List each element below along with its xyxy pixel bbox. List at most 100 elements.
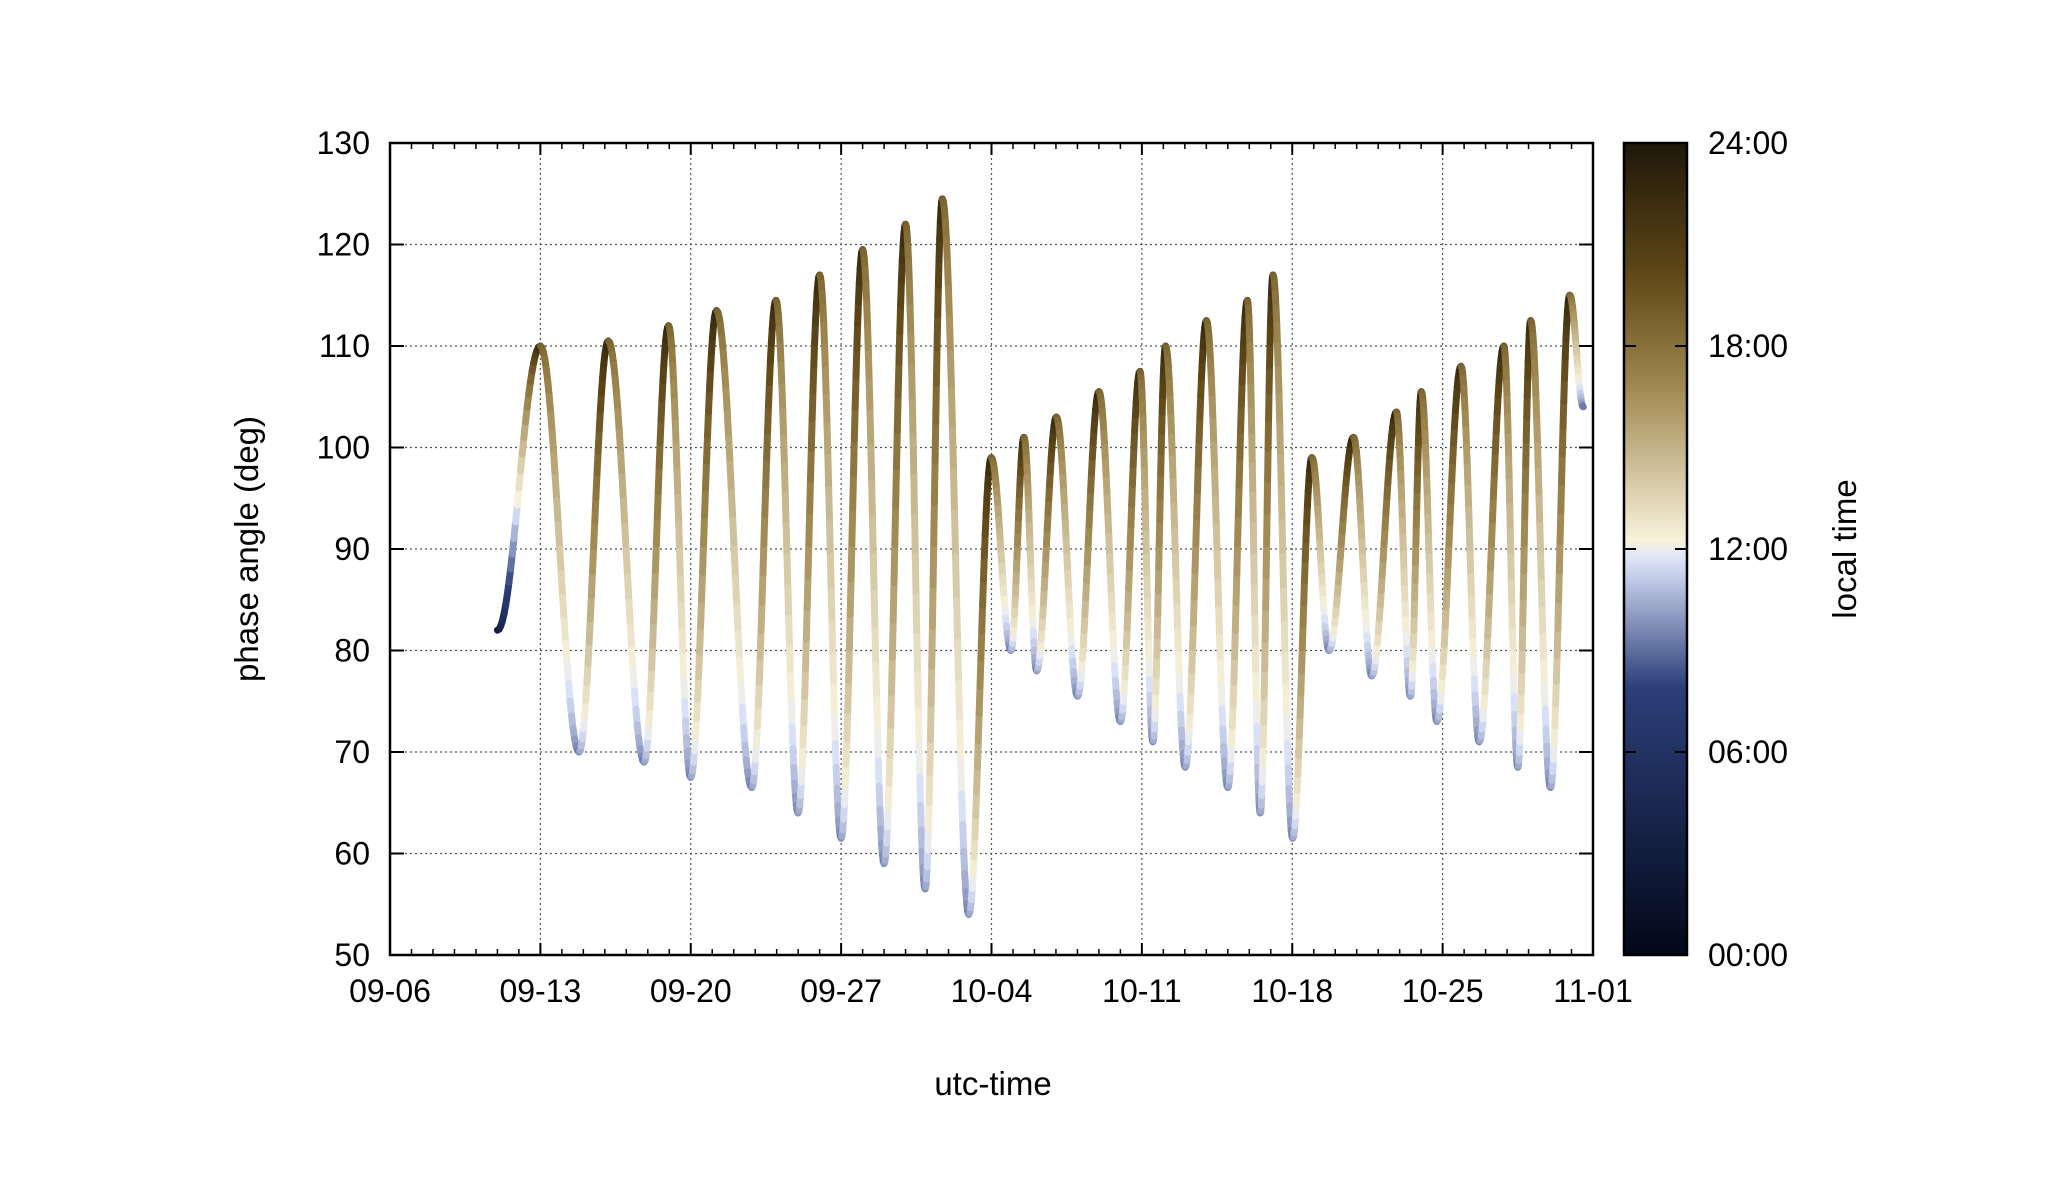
curve-segment (765, 378, 773, 410)
curve-segment (1487, 540, 1496, 572)
curve-segment (804, 540, 813, 580)
colorbar-tick-label: 00:00 (1708, 937, 1788, 973)
curve-segment (873, 727, 882, 764)
curve-segment (619, 497, 629, 530)
curve-segment (1505, 478, 1514, 510)
curve-segment (1539, 633, 1548, 667)
curve-segment (1558, 423, 1567, 458)
y-tick-label: 120 (317, 227, 370, 263)
curve-segment (1540, 683, 1549, 713)
curve-segment (1126, 521, 1135, 550)
curve-segment (912, 593, 921, 640)
curve-segment (979, 552, 988, 584)
curve-segment (1211, 467, 1219, 502)
curve-segment (1507, 553, 1515, 586)
curve-segment (932, 344, 941, 388)
curve-segment (916, 773, 925, 809)
curve-segment (702, 457, 711, 492)
curve-segment (1190, 567, 1199, 601)
curve-segment (695, 648, 704, 681)
curve-segment (617, 450, 626, 481)
curve-segment (846, 575, 855, 618)
curve-segment (1490, 448, 1499, 478)
curve-segment (808, 387, 817, 423)
curve-segment (852, 345, 861, 381)
curve-segment (1194, 436, 1203, 469)
curve-segment (975, 682, 984, 718)
curve-segment (825, 485, 834, 527)
curve-segment (977, 627, 986, 662)
curve-segment (866, 410, 875, 452)
curve-segment (908, 398, 917, 443)
curve-segment (654, 463, 663, 496)
curve-segment (889, 578, 898, 624)
curve-segment (1210, 442, 1219, 475)
curve-segment (810, 339, 819, 370)
curve-segment (933, 311, 942, 352)
curve-segment (1230, 653, 1239, 686)
curve-segment (949, 426, 958, 475)
curve-segment (1280, 587, 1288, 628)
curve-segment (1171, 527, 1179, 561)
curve-segment (1467, 573, 1475, 603)
curve-segment (885, 752, 894, 787)
curve-segment (805, 508, 814, 548)
curve-segment (845, 644, 853, 685)
curve-segment (831, 739, 840, 771)
x-tick-label: 10-25 (1402, 973, 1484, 1009)
curve-segment (1208, 395, 1217, 425)
curve-segment (779, 407, 788, 442)
curve-segment (826, 519, 834, 561)
curve-segment (869, 516, 877, 561)
curve-segment (699, 540, 708, 576)
curve-segment (930, 457, 939, 506)
curve-segment (896, 301, 905, 336)
curve-segment (875, 782, 884, 813)
curve-segment (1446, 497, 1455, 527)
curve-segment (1489, 470, 1498, 501)
curve-segment (551, 473, 561, 504)
curve-segment (917, 801, 925, 834)
curve-segment (1558, 450, 1566, 486)
curve-segment (1551, 701, 1560, 730)
curve-segment (650, 592, 658, 625)
curve-segment (931, 418, 940, 465)
curve-segment (1532, 395, 1541, 425)
curve-segment (1552, 652, 1561, 685)
curve-segment (891, 501, 900, 548)
curve-segment (1554, 596, 1563, 633)
curve-segment (980, 531, 989, 560)
curve-segment (783, 553, 792, 592)
curve-segment (911, 513, 919, 561)
curve-segment (562, 639, 571, 668)
curve-segment (821, 366, 830, 401)
curve-segment (1189, 619, 1197, 652)
curve-segment (673, 467, 682, 501)
curve-segment (848, 504, 857, 548)
curve-segment (1506, 502, 1514, 535)
curve-segment (928, 623, 936, 670)
colorbar-title: local time (1826, 479, 1863, 618)
curve-segment (1296, 690, 1305, 719)
curve-segment (957, 756, 966, 798)
curve-segment (849, 469, 858, 512)
curve-segment (1171, 553, 1180, 586)
curve-segment (1216, 633, 1224, 667)
curve-segment (959, 820, 968, 855)
curve-segment (1506, 527, 1515, 561)
curve-segment (869, 553, 878, 598)
curve-segment (915, 741, 924, 781)
y-tick-label: 110 (319, 328, 370, 364)
curve-segment (908, 364, 916, 406)
curve-segment (942, 236, 951, 266)
curve-segment (726, 460, 735, 496)
curve-segment (950, 467, 959, 517)
curve-segment (1211, 494, 1220, 530)
curve-segment (703, 431, 712, 465)
x-tick-labels: 09-06 09-13 09-20 09-27 10-04 10-11 10-18 10-25… (349, 973, 1633, 1009)
curve-segment (700, 512, 709, 548)
curve-segment (806, 445, 815, 484)
curve-segment (829, 652, 838, 692)
curve-segment (650, 566, 659, 600)
